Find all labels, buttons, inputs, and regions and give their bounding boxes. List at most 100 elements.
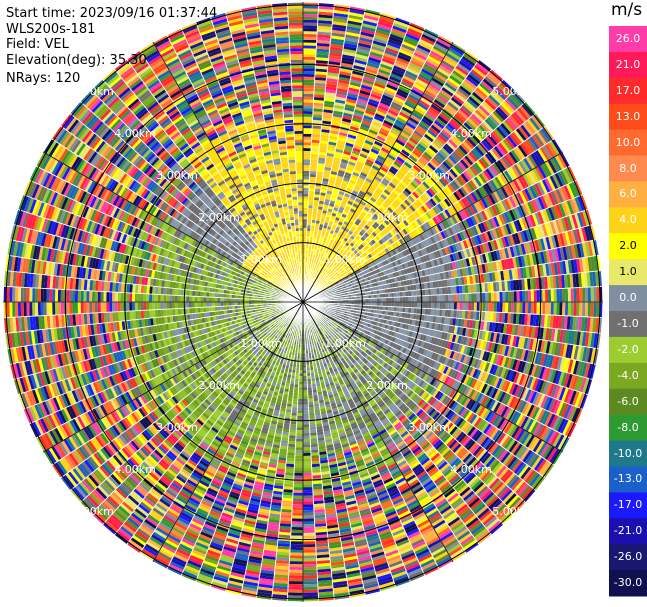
velocity-gate bbox=[338, 190, 345, 196]
velocity-gate bbox=[401, 129, 412, 137]
velocity-gate bbox=[310, 153, 319, 158]
velocity-gate bbox=[424, 308, 429, 316]
velocity-gate bbox=[471, 302, 475, 311]
velocity-gate bbox=[476, 292, 480, 302]
velocity-gate bbox=[400, 46, 415, 55]
velocity-gate bbox=[360, 187, 368, 194]
velocity-gate bbox=[425, 87, 439, 97]
velocity-gate bbox=[309, 233, 314, 238]
velocity-gate bbox=[587, 302, 591, 318]
velocity-gate bbox=[371, 121, 382, 128]
velocity-gate bbox=[312, 125, 322, 129]
velocity-gate bbox=[379, 297, 383, 302]
velocity-gate bbox=[431, 295, 435, 302]
velocity-gate bbox=[348, 11, 365, 18]
velocity-gate bbox=[321, 126, 331, 131]
velocity-gate bbox=[367, 188, 375, 195]
velocity-gate bbox=[317, 160, 326, 164]
velocity-gate bbox=[317, 165, 325, 170]
velocity-gate bbox=[303, 210, 308, 214]
velocity-gate bbox=[314, 74, 327, 78]
velocity-gate bbox=[315, 223, 320, 227]
velocity-gate bbox=[455, 89, 469, 101]
velocity-gate bbox=[562, 302, 566, 316]
velocity-gate bbox=[346, 92, 359, 99]
velocity-gate bbox=[317, 25, 332, 30]
velocity-gate bbox=[445, 103, 458, 114]
velocity-gate bbox=[303, 170, 310, 174]
velocity-gate bbox=[307, 222, 312, 226]
velocity-gate bbox=[328, 58, 342, 63]
velocity-gate bbox=[351, 70, 365, 77]
velocity-gate bbox=[384, 139, 395, 147]
velocity-gate bbox=[405, 33, 421, 42]
velocity-gate bbox=[313, 108, 324, 112]
velocity-gate bbox=[343, 147, 353, 153]
velocity-gate bbox=[565, 288, 569, 302]
velocity-gate bbox=[401, 163, 411, 172]
velocity-gate bbox=[370, 183, 378, 190]
velocity-gate bbox=[393, 20, 410, 28]
velocity-gate bbox=[324, 166, 332, 171]
velocity-gate bbox=[329, 46, 344, 52]
velocity-gate bbox=[341, 54, 356, 60]
velocity-gate bbox=[414, 296, 418, 302]
velocity-gate bbox=[386, 41, 402, 50]
velocity-gate bbox=[402, 291, 406, 297]
velocity-gate bbox=[417, 102, 429, 111]
velocity-gate bbox=[438, 64, 453, 75]
velocity-gate bbox=[363, 216, 370, 223]
velocity-gate bbox=[427, 308, 432, 316]
velocity-gate bbox=[317, 14, 334, 19]
velocity-gate bbox=[434, 295, 437, 302]
velocity-gate bbox=[312, 119, 323, 124]
velocity-gate bbox=[416, 295, 420, 302]
velocity-gate bbox=[303, 119, 313, 123]
velocity-gate bbox=[392, 25, 408, 34]
velocity-gate bbox=[381, 163, 390, 171]
velocity-gate bbox=[315, 177, 323, 181]
velocity-gate bbox=[373, 202, 381, 209]
velocity-gate bbox=[567, 288, 571, 302]
velocity-gate bbox=[493, 291, 497, 302]
velocity-gate bbox=[423, 63, 437, 73]
velocity-gate bbox=[442, 287, 446, 295]
velocity-gate bbox=[385, 172, 394, 180]
velocity-gate bbox=[310, 151, 319, 155]
velocity-gate bbox=[477, 59, 492, 72]
velocity-gate bbox=[327, 66, 340, 72]
velocity-gate bbox=[435, 96, 448, 106]
velocity-gate bbox=[384, 117, 395, 125]
velocity-gate bbox=[402, 146, 412, 155]
velocity-gate bbox=[413, 290, 417, 297]
velocity-gate bbox=[556, 302, 560, 316]
velocity-gate bbox=[322, 175, 330, 180]
velocity-gate bbox=[310, 162, 318, 166]
velocity-gate bbox=[380, 97, 393, 104]
velocity-gate bbox=[378, 168, 387, 176]
velocity-gate bbox=[373, 37, 388, 45]
velocity-gate bbox=[315, 54, 329, 59]
velocity-gate bbox=[361, 169, 369, 175]
velocity-gate bbox=[303, 113, 313, 117]
velocity-gate bbox=[348, 131, 358, 137]
velocity-gate bbox=[403, 161, 413, 169]
velocity-gate bbox=[351, 117, 362, 123]
velocity-gate bbox=[318, 226, 323, 231]
velocity-gate bbox=[303, 256, 306, 260]
velocity-gate bbox=[377, 302, 380, 306]
velocity-gate bbox=[365, 67, 378, 75]
velocity-gate bbox=[354, 210, 361, 216]
velocity-gate bbox=[326, 211, 333, 216]
velocity-gate bbox=[344, 218, 350, 223]
velocity-gate bbox=[328, 61, 341, 66]
velocity-gate bbox=[358, 203, 366, 209]
velocity-gate bbox=[450, 96, 463, 107]
velocity-gate bbox=[339, 164, 348, 170]
velocity-gate bbox=[439, 294, 443, 302]
velocity-gate bbox=[396, 88, 410, 97]
velocity-gate bbox=[331, 24, 347, 29]
velocity-gate bbox=[370, 45, 385, 53]
velocity-gate bbox=[362, 114, 374, 121]
velocity-gate bbox=[303, 142, 312, 146]
